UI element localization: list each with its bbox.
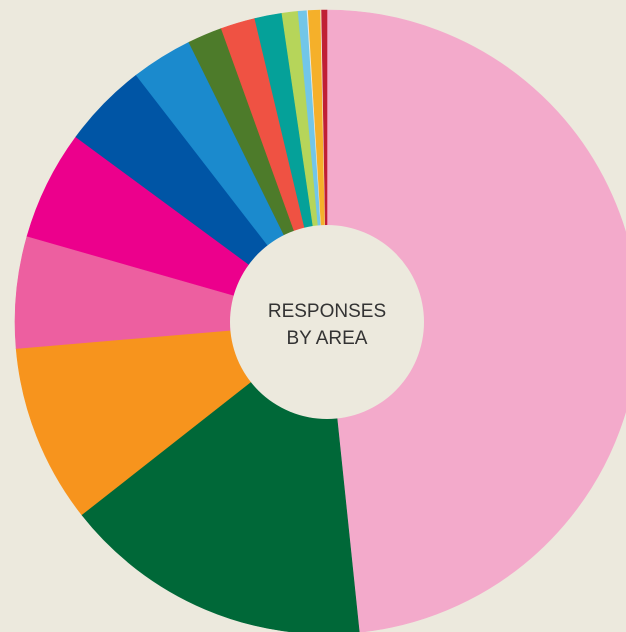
center-label-line-2: BY AREA: [287, 328, 368, 349]
donut-hole: [230, 225, 424, 419]
center-label-line-1: RESPONSES: [268, 301, 386, 322]
pie-slice-1: [326, 9, 626, 632]
